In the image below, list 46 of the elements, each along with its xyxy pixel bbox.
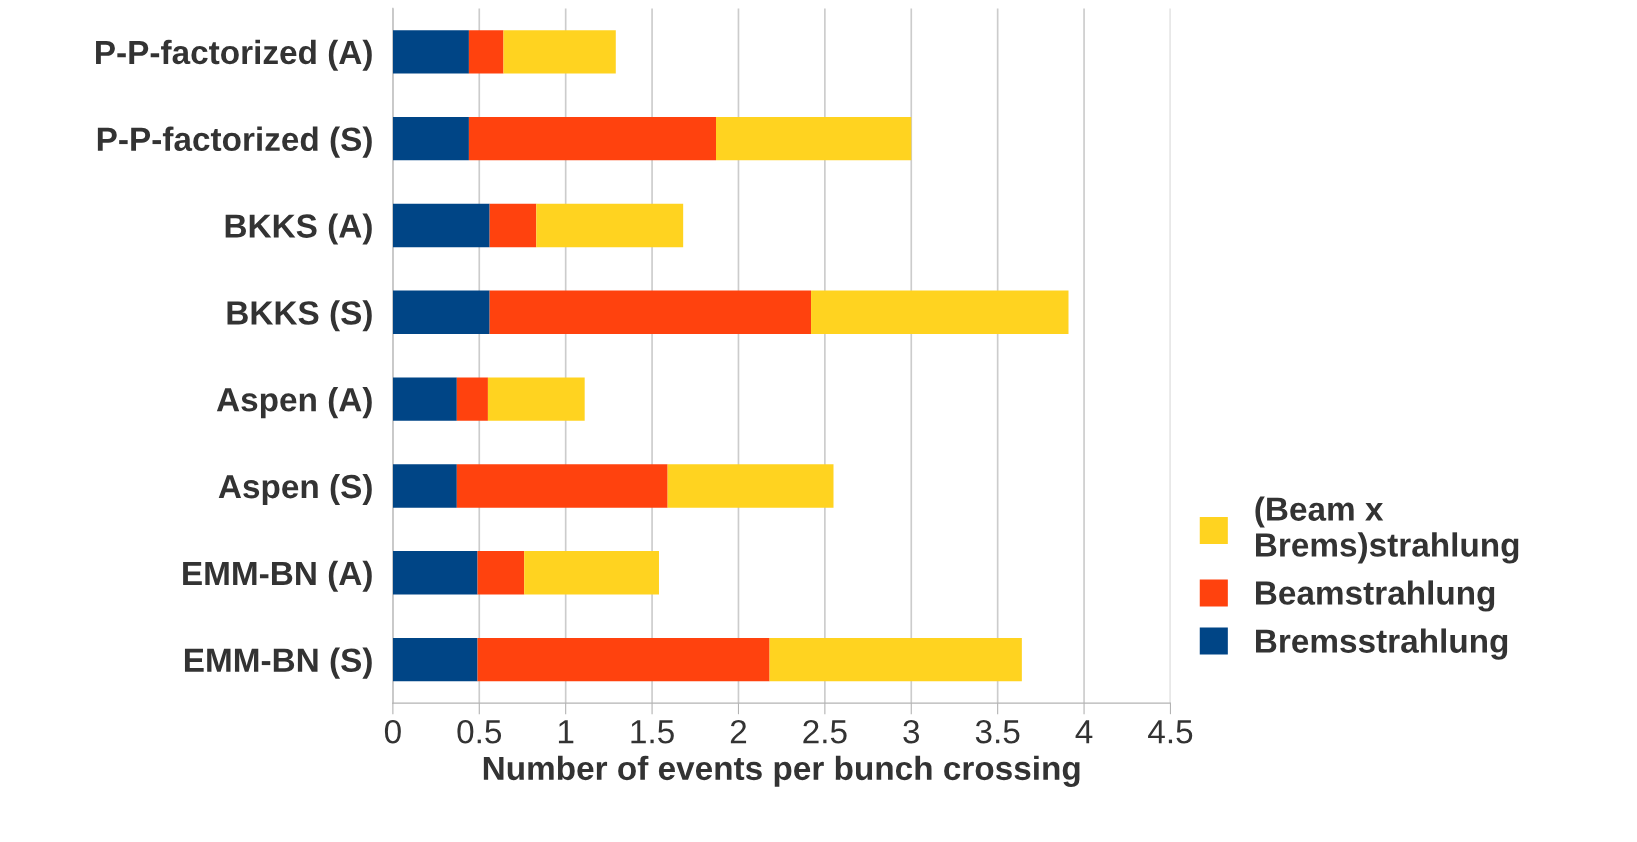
y-tick-label: BKKS (S)	[227, 300, 372, 332]
x-tick-label: 3	[903, 719, 920, 744]
x-tick-label: 1	[558, 720, 574, 744]
x-tick-label: 2	[730, 719, 747, 744]
y-tick-label: P-P-factorized (A)	[96, 39, 372, 71]
x-tick-label: 4	[1075, 720, 1093, 744]
y-tick-label: Aspen (S)	[218, 473, 372, 505]
bar	[392, 464, 457, 508]
bar	[503, 30, 616, 74]
x-tick-label: 1.5	[631, 720, 674, 744]
bar	[524, 551, 659, 595]
x-axis-title: Number of events per bunch crossing	[483, 755, 1080, 787]
y-tick-label: Aspen (A)	[216, 387, 372, 419]
bar	[392, 116, 469, 161]
bar	[392, 637, 478, 682]
bar	[392, 203, 490, 248]
bar	[487, 377, 585, 421]
bar	[468, 116, 717, 161]
bar	[392, 290, 490, 335]
legend-label: Bremsstrahlung	[1256, 628, 1508, 660]
legend-label: Beamstrahlung	[1256, 580, 1495, 612]
y-tick-label: P-P-factorized (S)	[97, 126, 372, 158]
bar	[667, 464, 834, 508]
x-tick-label: 0	[384, 719, 401, 744]
bar	[468, 30, 504, 74]
y-tick-label: BKKS (A)	[225, 213, 372, 245]
bar	[716, 116, 912, 161]
x-tick-label: 4.5	[1148, 720, 1193, 744]
bar	[456, 377, 488, 421]
bar	[536, 203, 684, 248]
bar	[489, 290, 812, 335]
bar	[477, 551, 525, 595]
bar	[811, 290, 1069, 335]
bar	[477, 637, 770, 682]
x-tick-label: 2.5	[803, 719, 847, 744]
bar	[392, 30, 469, 74]
x-tick-label: 0.5	[457, 719, 502, 744]
bar	[769, 637, 1022, 682]
y-tick-label: EMM-BN (S)	[184, 647, 372, 679]
y-tick-label: EMM-BN (A)	[183, 560, 372, 592]
bar	[456, 464, 668, 508]
bar	[392, 551, 478, 595]
bar	[392, 377, 457, 421]
bar	[489, 203, 537, 248]
x-tick-label: 3.5	[975, 719, 1020, 744]
legend-label: (Beam x Brems)strahlung	[1255, 496, 1519, 564]
